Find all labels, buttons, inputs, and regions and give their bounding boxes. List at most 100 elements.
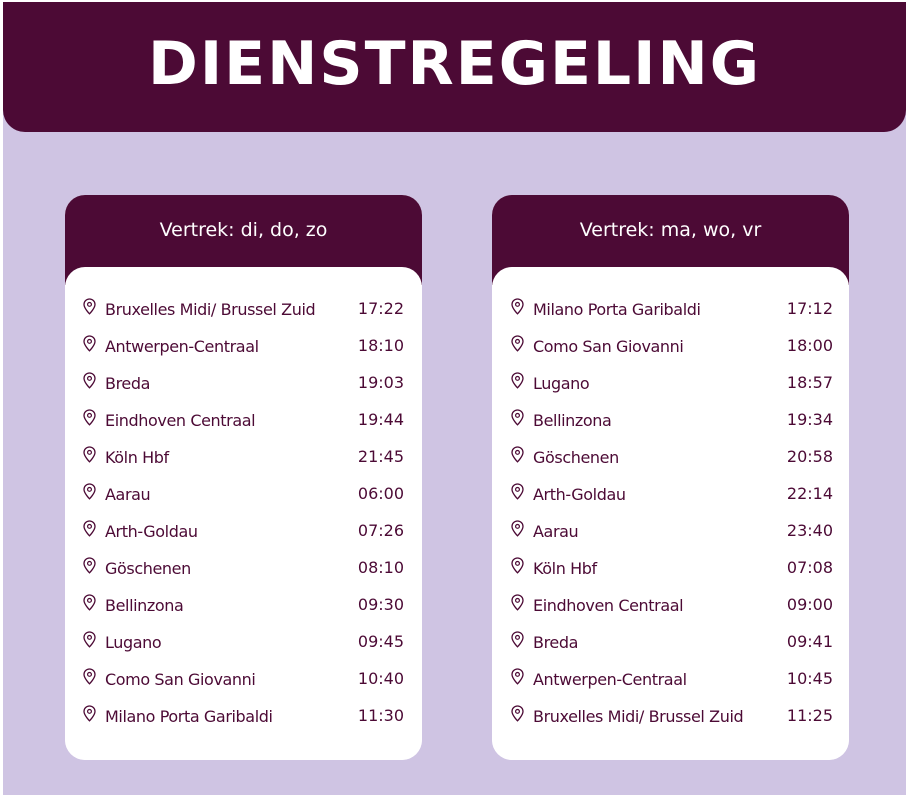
stop-row: Göschenen 20:58 xyxy=(492,439,849,476)
location-pin-icon xyxy=(511,631,524,648)
departure-time: 18:57 xyxy=(786,373,833,392)
departure-time: 08:10 xyxy=(357,558,404,577)
stop-list: Bruxelles Midi/ Brussel Zuid 17:22 Antwe… xyxy=(65,267,422,735)
location-pin-icon xyxy=(83,298,96,315)
location-pin-icon xyxy=(511,483,524,500)
location-pin-icon xyxy=(83,631,96,648)
stop-row: Arth-Goldau 22:14 xyxy=(492,476,849,513)
departure-time: 22:14 xyxy=(786,484,833,503)
stop-row: Aarau 06:00 xyxy=(65,476,422,513)
timetable-body: Milano Porta Garibaldi 17:12 Como San Gi… xyxy=(492,267,849,760)
stop-row: Lugano 18:57 xyxy=(492,365,849,402)
departure-time: 06:00 xyxy=(357,484,404,503)
departure-time: 09:41 xyxy=(786,632,833,651)
timetable-title: Vertrek: ma, wo, vr xyxy=(579,219,762,241)
stop-row: Antwerpen-Centraal 10:45 xyxy=(492,661,849,698)
location-pin-icon xyxy=(83,409,96,426)
departure-time: 19:44 xyxy=(357,410,404,429)
stop-name: Milano Porta Garibaldi xyxy=(105,707,273,726)
stop-row: Bruxelles Midi/ Brussel Zuid 17:22 xyxy=(65,291,422,328)
stop-name: Köln Hbf xyxy=(105,448,169,467)
stop-name: Bellinzona xyxy=(533,411,612,430)
location-pin-icon xyxy=(511,335,524,352)
stop-row: Lugano 09:45 xyxy=(65,624,422,661)
departure-time: 10:40 xyxy=(357,669,404,688)
departure-time: 07:08 xyxy=(786,558,833,577)
departure-time: 17:12 xyxy=(786,299,833,318)
location-pin-icon xyxy=(511,298,524,315)
departure-time: 09:45 xyxy=(357,632,404,651)
departure-time: 19:34 xyxy=(786,410,833,429)
stop-name: Eindhoven Centraal xyxy=(105,411,256,430)
location-pin-icon xyxy=(511,446,524,463)
timetable-page: DIENSTREGELING Vertrek: di, do, zo Bruxe… xyxy=(3,2,906,795)
departure-time: 09:30 xyxy=(357,595,404,614)
location-pin-icon xyxy=(511,557,524,574)
header-banner: DIENSTREGELING xyxy=(3,2,906,132)
stop-name: Como San Giovanni xyxy=(533,337,684,356)
location-pin-icon xyxy=(83,483,96,500)
stop-name: Köln Hbf xyxy=(533,559,597,578)
stop-row: Antwerpen-Centraal 18:10 xyxy=(65,328,422,365)
departure-time: 19:03 xyxy=(357,373,404,392)
stop-name: Aarau xyxy=(105,485,151,504)
location-pin-icon xyxy=(83,335,96,352)
location-pin-icon xyxy=(511,594,524,611)
location-pin-icon xyxy=(511,705,524,722)
page-title: DIENSTREGELING xyxy=(148,29,761,99)
departure-time: 21:45 xyxy=(357,447,404,466)
stop-name: Arth-Goldau xyxy=(533,485,626,504)
stop-row: Milano Porta Garibaldi 17:12 xyxy=(492,291,849,328)
location-pin-icon xyxy=(83,668,96,685)
location-pin-icon xyxy=(83,705,96,722)
location-pin-icon xyxy=(83,594,96,611)
timetable-body: Bruxelles Midi/ Brussel Zuid 17:22 Antwe… xyxy=(65,267,422,760)
location-pin-icon xyxy=(83,520,96,537)
stop-name: Bruxelles Midi/ Brussel Zuid xyxy=(105,300,316,319)
location-pin-icon xyxy=(83,446,96,463)
stop-name: Göschenen xyxy=(533,448,619,467)
stop-name: Bruxelles Midi/ Brussel Zuid xyxy=(533,707,744,726)
location-pin-icon xyxy=(511,668,524,685)
stop-name: Breda xyxy=(533,633,579,652)
departure-time: 11:25 xyxy=(786,706,833,725)
stop-row: Köln Hbf 07:08 xyxy=(492,550,849,587)
stop-row: Milano Porta Garibaldi 11:30 xyxy=(65,698,422,735)
stop-row: Bruxelles Midi/ Brussel Zuid 11:25 xyxy=(492,698,849,735)
stop-row: Bellinzona 19:34 xyxy=(492,402,849,439)
timetable-card-tue-thu-sun: Vertrek: di, do, zo Bruxelles Midi/ Brus… xyxy=(65,195,422,760)
location-pin-icon xyxy=(511,520,524,537)
stop-name: Milano Porta Garibaldi xyxy=(533,300,701,319)
stop-row: Como San Giovanni 10:40 xyxy=(65,661,422,698)
departure-time: 18:10 xyxy=(357,336,404,355)
departure-time: 10:45 xyxy=(786,669,833,688)
stop-name: Aarau xyxy=(533,522,579,541)
location-pin-icon xyxy=(511,372,524,389)
stop-row: Aarau 23:40 xyxy=(492,513,849,550)
location-pin-icon xyxy=(511,409,524,426)
stop-name: Antwerpen-Centraal xyxy=(533,670,687,689)
departure-time: 11:30 xyxy=(357,706,404,725)
stop-name: Arth-Goldau xyxy=(105,522,198,541)
stop-row: Breda 19:03 xyxy=(65,365,422,402)
departure-time: 20:58 xyxy=(786,447,833,466)
stop-name: Bellinzona xyxy=(105,596,184,615)
stop-row: Bellinzona 09:30 xyxy=(65,587,422,624)
departure-time: 18:00 xyxy=(786,336,833,355)
departure-time: 23:40 xyxy=(786,521,833,540)
stop-name: Lugano xyxy=(105,633,162,652)
stop-row: Breda 09:41 xyxy=(492,624,849,661)
stop-list: Milano Porta Garibaldi 17:12 Como San Gi… xyxy=(492,267,849,735)
stop-row: Eindhoven Centraal 09:00 xyxy=(492,587,849,624)
location-pin-icon xyxy=(83,372,96,389)
stop-row: Como San Giovanni 18:00 xyxy=(492,328,849,365)
timetable-card-mon-wed-fri: Vertrek: ma, wo, vr Milano Porta Garibal… xyxy=(492,195,849,760)
stop-row: Eindhoven Centraal 19:44 xyxy=(65,402,422,439)
departure-time: 07:26 xyxy=(357,521,404,540)
timetable-title: Vertrek: di, do, zo xyxy=(159,219,328,241)
stop-name: Eindhoven Centraal xyxy=(533,596,684,615)
stop-name: Como San Giovanni xyxy=(105,670,256,689)
stop-name: Göschenen xyxy=(105,559,191,578)
stop-row: Arth-Goldau 07:26 xyxy=(65,513,422,550)
stop-row: Köln Hbf 21:45 xyxy=(65,439,422,476)
